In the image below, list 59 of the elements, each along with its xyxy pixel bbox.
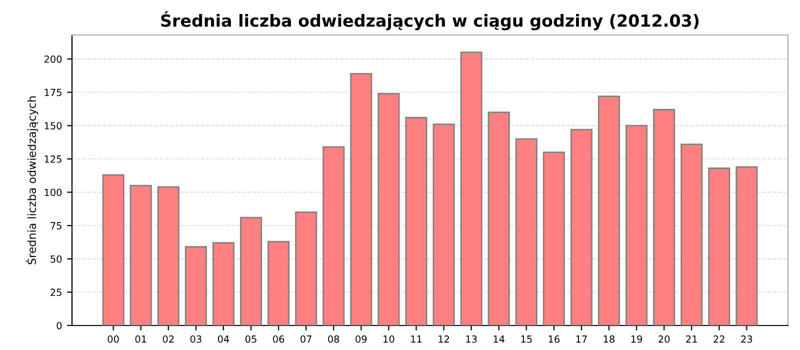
x-tick-label: 13 bbox=[466, 335, 477, 343]
x-tick-label: 03 bbox=[190, 335, 202, 343]
chart-title: Średnia liczba odwiedzających w ciągu godziny (2012.03) bbox=[161, 11, 699, 30]
x-tick-label: 21 bbox=[686, 335, 697, 343]
bar bbox=[626, 124, 648, 326]
bar bbox=[184, 246, 207, 326]
x-tick-label: 20 bbox=[658, 335, 670, 343]
x-tick-label: 04 bbox=[218, 335, 230, 343]
bar bbox=[350, 72, 372, 326]
x-tick-label: 09 bbox=[356, 335, 367, 343]
bar bbox=[130, 184, 152, 326]
x-tick-label: 05 bbox=[245, 335, 256, 343]
x-tick-label: 02 bbox=[162, 335, 174, 343]
bar bbox=[405, 116, 428, 326]
x-tick-label: 11 bbox=[411, 336, 422, 343]
x-tick-label: 08 bbox=[328, 335, 340, 343]
y-tick-label: 50 bbox=[50, 255, 62, 263]
x-tick-label: 18 bbox=[604, 335, 615, 343]
bar bbox=[680, 144, 703, 326]
x-tick-label: 19 bbox=[631, 335, 642, 343]
bar bbox=[212, 242, 234, 326]
x-tick-label: 06 bbox=[272, 335, 284, 343]
y-tick-label: 75 bbox=[50, 222, 62, 230]
x-tick-label: 01 bbox=[135, 335, 146, 343]
y-axis-title: Średnia liczba odwiedzających bbox=[26, 96, 38, 264]
bar bbox=[488, 112, 510, 326]
bar bbox=[736, 166, 758, 326]
x-tick-label: 07 bbox=[300, 335, 312, 343]
x-tick-label: 23 bbox=[741, 335, 752, 343]
bar bbox=[708, 168, 730, 326]
bar bbox=[322, 146, 345, 326]
y-tick-label: 200 bbox=[44, 55, 62, 63]
bar bbox=[432, 124, 455, 326]
x-tick-label: 22 bbox=[714, 335, 724, 343]
bar bbox=[102, 174, 124, 326]
bar bbox=[157, 186, 180, 326]
y-tick-label: 100 bbox=[44, 188, 62, 196]
bar bbox=[268, 240, 290, 326]
bar bbox=[542, 152, 565, 326]
x-tick-label: 14 bbox=[494, 336, 504, 343]
y-tick-label: 175 bbox=[44, 88, 62, 96]
x-tick-label: 15 bbox=[521, 336, 532, 343]
x-tick-label: 17 bbox=[576, 336, 587, 343]
y-tick-label: 150 bbox=[44, 122, 62, 130]
x-tick-label: 16 bbox=[548, 335, 560, 343]
bar bbox=[240, 216, 262, 326]
bar bbox=[295, 212, 318, 326]
bar bbox=[460, 52, 482, 326]
bar bbox=[515, 138, 538, 326]
bar bbox=[378, 92, 400, 326]
y-tick-label: 125 bbox=[44, 155, 62, 163]
x-tick-label: 12 bbox=[438, 335, 449, 343]
bar bbox=[570, 128, 592, 326]
x-tick-label: 10 bbox=[384, 335, 394, 343]
y-tick-label: 25 bbox=[50, 288, 62, 296]
bar bbox=[653, 108, 676, 326]
x-tick-label: 00 bbox=[108, 335, 119, 343]
y-tick-label: 0 bbox=[56, 322, 62, 330]
bar bbox=[598, 96, 620, 326]
